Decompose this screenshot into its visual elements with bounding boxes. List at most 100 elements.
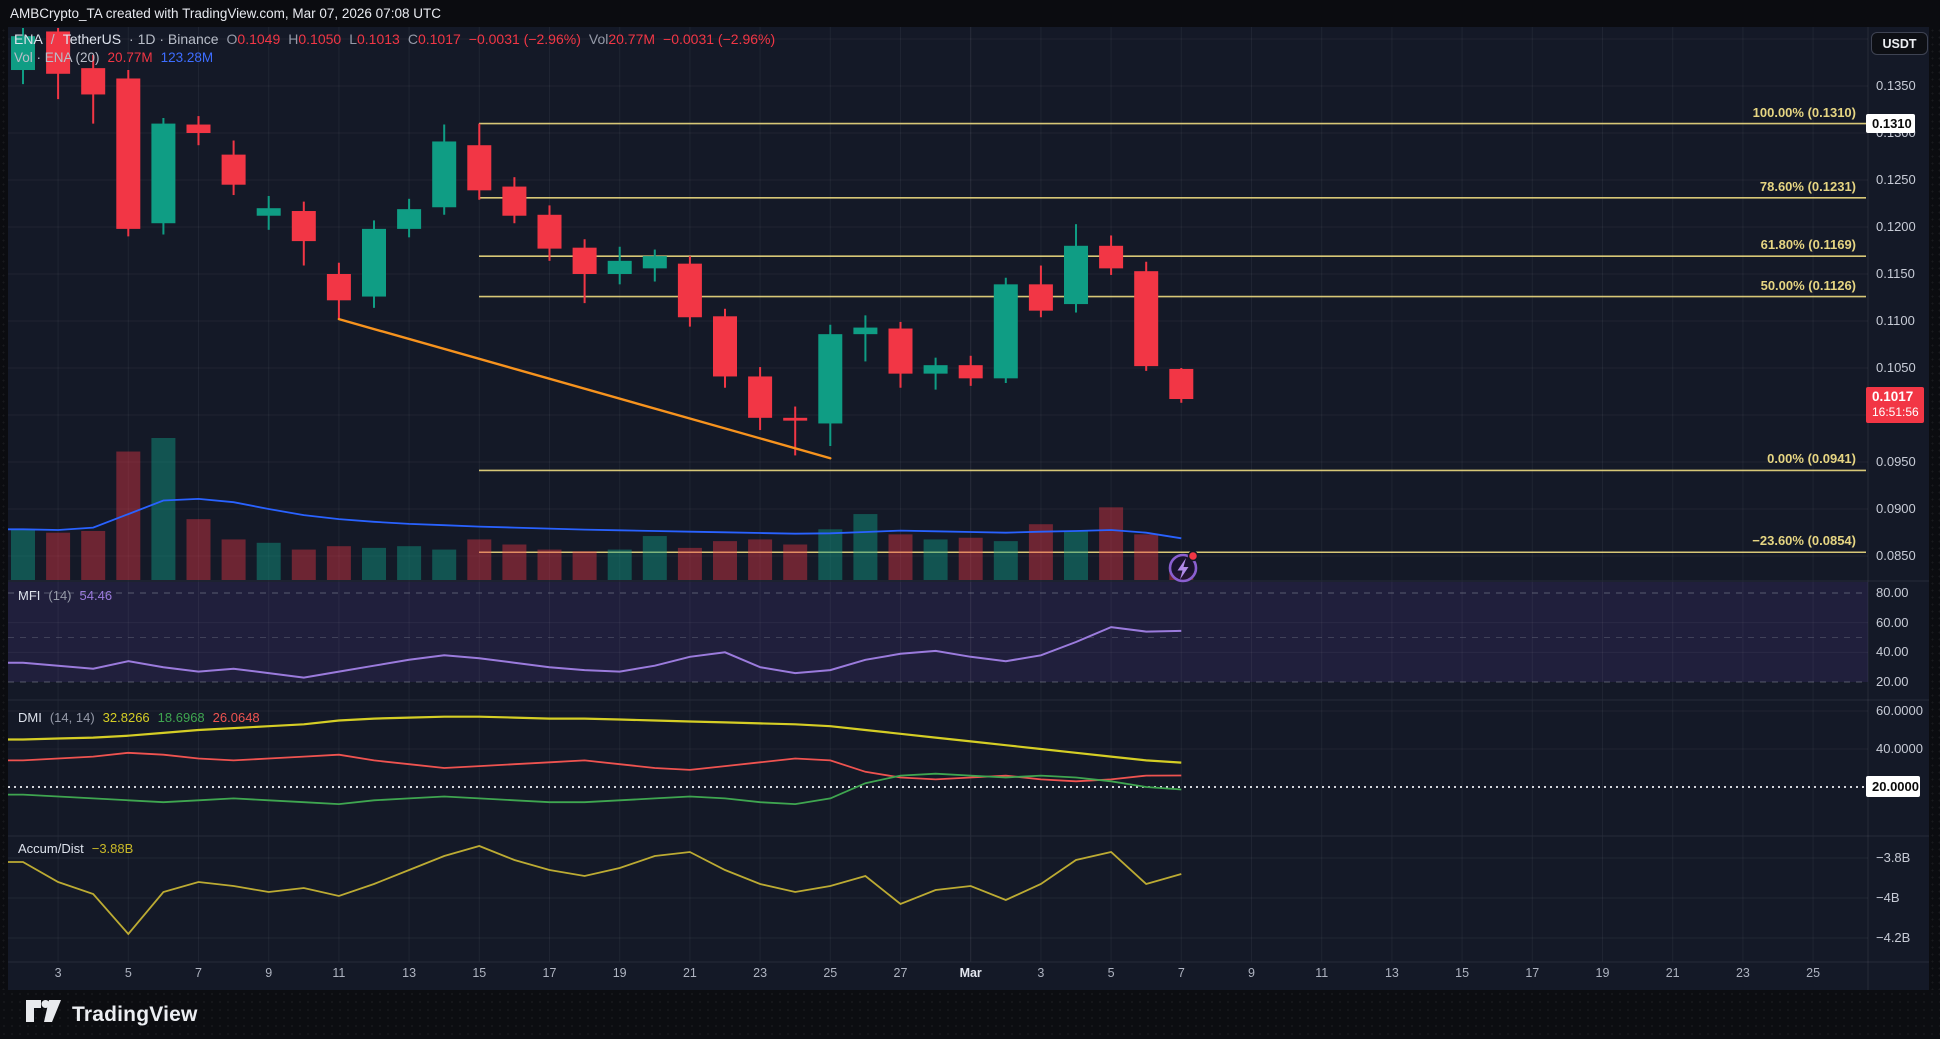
candlestick-series xyxy=(11,28,1194,456)
candle-body xyxy=(151,123,176,224)
candle-body xyxy=(677,263,702,318)
price-scale-tick: 0.1200 xyxy=(1876,219,1916,234)
fib-level-label: −23.60% (0.0854) xyxy=(1752,533,1856,549)
last-price-value: 0.1017 xyxy=(1872,389,1914,404)
price-scale-tick: 0.1100 xyxy=(1876,313,1915,328)
candle-body xyxy=(607,260,632,274)
candle-body xyxy=(221,154,246,185)
symbol-name: ENA xyxy=(14,31,43,47)
dmi-legend-row[interactable]: DMI (14, 14) 32.8266 18.6968 26.0648 xyxy=(18,710,260,725)
price-scale-tick: 0.1150 xyxy=(1876,266,1915,281)
adx-line xyxy=(8,715,1182,764)
volume-bar xyxy=(572,551,597,580)
price-scale-tick: 0.1350 xyxy=(1876,78,1916,93)
mfi-scale-tick: 40.00 xyxy=(1876,644,1909,660)
attribution-bar: AMBCrypto_TA created with TradingView.co… xyxy=(0,0,1940,27)
time-axis-label: 23 xyxy=(1735,966,1750,980)
volume-bar xyxy=(432,549,457,580)
volume-bar xyxy=(256,542,281,580)
last-price-badge: 0.1017 16:51:56 xyxy=(1866,387,1924,423)
mfi-scale-tick: 20.00 xyxy=(1876,674,1909,689)
volume-change: −0.0031 (−2.96%) xyxy=(663,31,776,47)
candle-body xyxy=(748,376,773,418)
dmi-minus-di-value: 26.0648 xyxy=(212,710,260,725)
candle-body xyxy=(362,228,386,297)
candle-body xyxy=(642,256,667,269)
candle-body xyxy=(397,209,422,229)
time-axis-label: 23 xyxy=(753,966,768,980)
volume-bar xyxy=(221,539,246,580)
volume-bar xyxy=(1028,524,1053,580)
candle-body xyxy=(46,31,71,74)
volume-bar xyxy=(1064,530,1088,580)
dmi-title: DMI xyxy=(18,710,42,725)
volume-bar xyxy=(11,529,35,580)
time-axis-label: 9 xyxy=(265,966,273,980)
volume-readout: Vol 20.77M xyxy=(588,31,656,47)
footer-bar: TradingView xyxy=(0,990,1940,1039)
price-change: −0.0031 (−2.96%) xyxy=(468,31,581,47)
time-axis-label: 25 xyxy=(823,966,838,980)
right-edge-strip xyxy=(1929,27,1940,990)
time-axis-label: 7 xyxy=(195,966,202,980)
dmi-scale-tick: 60.0000 xyxy=(1876,703,1923,718)
price-scale-tick: 0.0900 xyxy=(1876,501,1916,516)
flash-events-icon[interactable] xyxy=(1163,546,1205,588)
time-axis-label: 17 xyxy=(542,966,557,980)
candle-body xyxy=(958,365,983,379)
candle-body xyxy=(256,208,281,216)
volume-bar xyxy=(467,539,492,580)
accdist-pane xyxy=(8,845,1182,936)
candle-body xyxy=(1064,245,1088,305)
candle-body xyxy=(923,365,948,374)
time-axis-label: 27 xyxy=(893,966,908,980)
price-scale-tick: 0.1050 xyxy=(1876,360,1916,375)
volume-bar xyxy=(116,451,141,580)
volume-bar xyxy=(923,539,948,580)
candle-body xyxy=(537,214,562,249)
price-scale[interactable] xyxy=(1868,27,1929,962)
volume-bar xyxy=(818,529,843,580)
volume-ma-value: 123.28M xyxy=(160,50,214,65)
volume-bar xyxy=(1134,534,1159,580)
candle-body xyxy=(326,274,351,301)
mfi-value: 54.46 xyxy=(79,588,113,603)
time-axis-label: 5 xyxy=(124,966,132,980)
dmi-plus-di-value: 18.6968 xyxy=(157,710,205,725)
volume-indicator-title: Vol · ENA (20) xyxy=(14,50,100,65)
volume-bar xyxy=(748,539,773,580)
mfi-scale-tick: 80.00 xyxy=(1876,585,1909,600)
volume-ma xyxy=(8,497,1182,540)
volume-indicator-legend-row[interactable]: Vol · ENA (20) 20.77M 123.28M xyxy=(14,50,213,65)
time-axis-label: 13 xyxy=(402,966,417,980)
time-axis-label: 3 xyxy=(1037,966,1045,980)
accdist-legend-row[interactable]: Accum/Dist −3.88B xyxy=(18,841,133,856)
dmi-adx-value: 32.8266 xyxy=(102,710,150,725)
price-scale-tick: 0.0950 xyxy=(1876,454,1916,469)
volume-bar xyxy=(853,514,878,580)
tradingview-logo-text[interactable]: TradingView xyxy=(72,1002,198,1026)
candle-body xyxy=(1028,284,1053,311)
candle-body xyxy=(186,124,211,133)
time-axis-label: 11 xyxy=(332,966,346,980)
candle-body xyxy=(502,186,527,216)
fib-level-label: 50.00% (0.1126) xyxy=(1760,277,1856,293)
time-axis-label: 15 xyxy=(472,966,487,980)
mfi-legend-row[interactable]: MFI (14) 54.46 xyxy=(18,588,112,603)
volume-bar xyxy=(362,547,386,580)
candle-body xyxy=(81,68,106,95)
candle-body xyxy=(291,211,316,242)
accdist-scale-tick: −4.2B xyxy=(1876,930,1911,945)
mfi-params: (14) xyxy=(48,588,72,603)
tradingview-logo-icon[interactable] xyxy=(26,999,62,1031)
volume-bar xyxy=(642,536,667,580)
accdist-value: −3.88B xyxy=(91,841,134,856)
bar-countdown: 16:51:56 xyxy=(1872,405,1919,419)
time-axis[interactable] xyxy=(8,962,1868,990)
currency-toggle-button[interactable]: USDT xyxy=(1871,32,1928,55)
fib-level-label: 100.00% (0.1310) xyxy=(1752,104,1856,120)
mfi-band xyxy=(8,582,1868,682)
